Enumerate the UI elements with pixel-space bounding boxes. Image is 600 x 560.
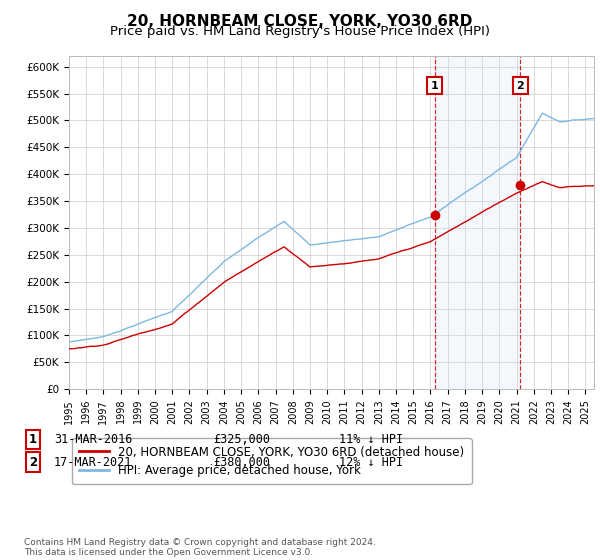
- Text: 17-MAR-2021: 17-MAR-2021: [54, 455, 133, 469]
- Bar: [435, 56, 520, 389]
- Text: 31-MAR-2016: 31-MAR-2016: [54, 433, 133, 446]
- Text: Contains HM Land Registry data © Crown copyright and database right 2024.
This d: Contains HM Land Registry data © Crown c…: [24, 538, 376, 557]
- Legend: 20, HORNBEAM CLOSE, YORK, YO30 6RD (detached house), HPI: Average price, detache: 20, HORNBEAM CLOSE, YORK, YO30 6RD (deta…: [72, 438, 472, 484]
- Text: 11% ↓ HPI: 11% ↓ HPI: [339, 433, 403, 446]
- Text: 1: 1: [29, 433, 37, 446]
- Text: 2: 2: [29, 455, 37, 469]
- Text: 20, HORNBEAM CLOSE, YORK, YO30 6RD: 20, HORNBEAM CLOSE, YORK, YO30 6RD: [127, 14, 473, 29]
- Text: £380,000: £380,000: [213, 455, 270, 469]
- Text: Price paid vs. HM Land Registry's House Price Index (HPI): Price paid vs. HM Land Registry's House …: [110, 25, 490, 38]
- Text: £325,000: £325,000: [213, 433, 270, 446]
- Text: 12% ↓ HPI: 12% ↓ HPI: [339, 455, 403, 469]
- Text: 1: 1: [431, 81, 439, 91]
- Text: 2: 2: [517, 81, 524, 91]
